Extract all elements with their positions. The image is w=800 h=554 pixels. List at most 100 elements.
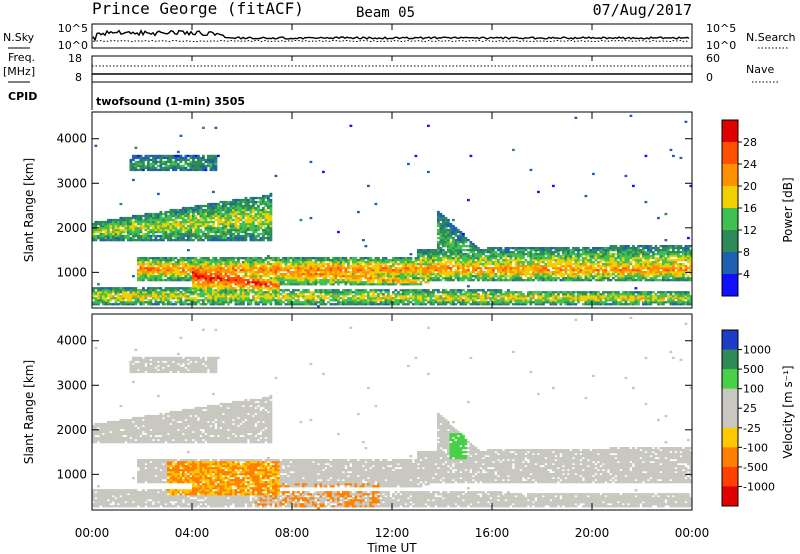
power-cell — [419, 273, 423, 276]
power-cell — [497, 247, 500, 250]
power-cell — [242, 265, 245, 268]
power-cell — [449, 279, 453, 282]
power-cell — [199, 204, 203, 208]
power-cell — [207, 289, 210, 292]
power-cell — [242, 301, 245, 304]
power-cell — [337, 265, 340, 268]
power-cell — [502, 249, 505, 252]
power-cell — [462, 261, 465, 264]
power-cell — [387, 265, 390, 268]
power-cell — [457, 299, 460, 302]
power-cell — [259, 232, 263, 236]
power-cell — [447, 234, 450, 238]
power-cell — [219, 226, 223, 230]
power-cell — [439, 275, 443, 278]
power-cell — [454, 259, 458, 262]
power-cell — [394, 289, 398, 292]
power-cell — [542, 267, 545, 270]
power-cell — [414, 259, 418, 262]
power-cell — [174, 234, 178, 238]
power-cell — [207, 206, 210, 210]
power-cell — [492, 251, 495, 254]
power-cell — [234, 301, 238, 304]
noise-right-tick-bottom: 10^0 — [706, 39, 736, 52]
power-cell — [439, 267, 443, 270]
power-cell — [149, 289, 153, 292]
power-cell — [347, 303, 350, 306]
power-cell — [189, 214, 193, 218]
power-cell — [309, 295, 313, 298]
power-cell — [537, 253, 540, 256]
power-cell — [354, 271, 358, 274]
power-cell — [464, 303, 468, 306]
power-cell — [239, 295, 243, 298]
power-cell — [339, 297, 343, 300]
power-cell — [127, 299, 130, 302]
power-cell — [214, 273, 218, 276]
power-cell — [334, 269, 338, 272]
power-cell — [159, 212, 163, 216]
power-cell — [442, 299, 445, 302]
power-cell — [394, 261, 398, 264]
power-cell — [224, 279, 228, 282]
power-cell — [494, 289, 498, 292]
power-cell — [442, 216, 445, 220]
power-cell — [254, 285, 258, 288]
power-cell — [247, 303, 250, 306]
power-cell — [454, 289, 458, 292]
power-cell — [319, 267, 323, 270]
power-cell — [214, 210, 218, 214]
power-cell — [152, 287, 155, 290]
power-cell — [272, 265, 275, 268]
power-cell — [232, 198, 235, 202]
power-cell — [197, 160, 200, 164]
power-cell — [107, 303, 110, 306]
power-cell — [154, 277, 158, 280]
power-cell — [472, 253, 475, 256]
power-cell — [239, 239, 243, 242]
power-cell — [492, 303, 495, 306]
power-cell — [237, 283, 240, 286]
power-cell — [519, 259, 523, 262]
power-cell — [172, 303, 175, 306]
power-cell — [174, 239, 178, 242]
power-cell — [282, 257, 285, 260]
power-cell — [257, 220, 260, 224]
power-cell — [434, 255, 438, 258]
power-cell — [234, 220, 238, 224]
power-cell — [537, 249, 540, 252]
power-cell — [139, 160, 143, 164]
power-cell — [447, 295, 450, 298]
power-cell — [247, 214, 250, 218]
power-cell — [419, 301, 423, 304]
power-cell — [197, 164, 200, 168]
power-cell — [537, 257, 540, 260]
power-cell — [537, 265, 540, 268]
power-cell — [437, 220, 440, 224]
power-cell — [547, 301, 550, 304]
power-cell — [359, 257, 363, 260]
power-cell — [269, 271, 273, 274]
power-cell — [342, 263, 345, 266]
power-cell — [317, 273, 320, 276]
power-cell — [209, 259, 213, 262]
power-cell — [194, 226, 198, 230]
power-cell — [134, 293, 138, 296]
power-cell — [234, 291, 238, 294]
power-cell — [154, 214, 158, 218]
power-cell — [539, 297, 543, 300]
power-cell — [259, 257, 263, 260]
power-cell — [212, 206, 215, 210]
power-cell — [149, 261, 153, 264]
power-cell — [149, 216, 153, 220]
power-cell — [332, 269, 335, 272]
power-cell — [459, 277, 463, 280]
power-cell — [294, 271, 298, 274]
power-cell — [402, 299, 405, 302]
power-cell — [354, 299, 358, 302]
power-cell — [312, 263, 315, 266]
power-cell — [534, 249, 538, 252]
power-cell — [177, 239, 180, 242]
power-cell — [212, 277, 215, 280]
power-cell — [177, 279, 180, 282]
